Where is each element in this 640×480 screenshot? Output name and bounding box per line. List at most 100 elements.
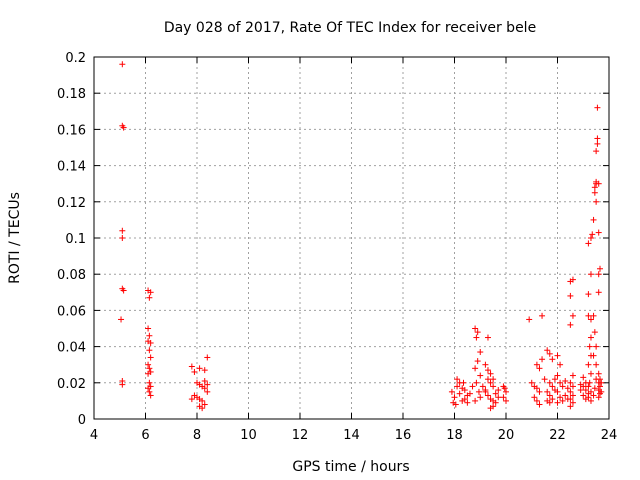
x-tick-label: 10 — [240, 428, 257, 443]
data-point — [501, 385, 508, 392]
plot-frame — [93, 56, 610, 420]
data-point — [528, 379, 535, 386]
data-point — [479, 383, 486, 390]
data-point — [549, 396, 556, 403]
data-point — [533, 397, 540, 404]
data-point — [544, 397, 551, 404]
data-points — [118, 61, 605, 412]
data-point — [580, 374, 587, 381]
data-point — [188, 363, 195, 370]
data-point — [594, 104, 601, 111]
data-point — [454, 383, 461, 390]
data-point — [595, 180, 602, 187]
data-point — [593, 343, 600, 350]
y-axis-label: ROTI / TECUs — [7, 192, 23, 284]
data-point — [473, 379, 480, 386]
data-point — [472, 365, 479, 372]
data-point — [554, 388, 561, 395]
data-point — [559, 383, 566, 390]
data-point — [546, 392, 553, 399]
data-point — [593, 148, 600, 155]
data-point — [585, 383, 592, 390]
y-tick-label: 0.18 — [57, 87, 86, 102]
data-point — [544, 347, 551, 354]
x-tick-label: 22 — [549, 428, 566, 443]
data-point — [145, 325, 152, 332]
x-tick-label: 20 — [498, 428, 515, 443]
data-point — [146, 379, 153, 386]
data-point — [554, 399, 561, 406]
y-tick-label: 0.14 — [57, 160, 86, 175]
data-point — [564, 385, 571, 392]
data-point — [503, 397, 509, 404]
data-point — [188, 396, 195, 403]
data-point — [546, 350, 553, 357]
data-point — [484, 367, 491, 374]
data-point — [569, 399, 576, 406]
axis-ticks: 4 6 8 10 12 14 16 18 20 22 24 0 0.02 0.04 0.06 0.08 0.1 0… — [57, 51, 617, 443]
data-point — [587, 370, 594, 377]
data-point — [590, 352, 597, 359]
data-point — [587, 316, 594, 323]
data-point — [201, 377, 208, 384]
data-point — [594, 140, 601, 147]
data-point — [147, 354, 154, 361]
data-point — [591, 329, 598, 336]
data-point — [549, 383, 556, 390]
data-point — [562, 377, 569, 384]
y-tick-label: 0 — [78, 413, 86, 428]
data-point — [589, 231, 596, 238]
data-point — [474, 358, 481, 365]
data-point — [562, 392, 569, 399]
y-tick-label: 0.02 — [57, 377, 86, 392]
data-point — [199, 405, 206, 412]
grid-lines — [94, 57, 609, 419]
data-point — [474, 329, 481, 336]
x-tick-label: 4 — [90, 428, 98, 443]
x-tick-label: 12 — [292, 428, 309, 443]
data-point — [119, 381, 126, 388]
data-point — [145, 370, 152, 377]
data-point — [567, 321, 574, 328]
data-point — [460, 379, 467, 386]
data-point — [191, 368, 198, 375]
data-point — [594, 135, 601, 142]
data-point — [146, 388, 153, 395]
data-point — [539, 356, 546, 363]
x-tick-label: 18 — [446, 428, 463, 443]
data-point — [595, 394, 602, 401]
chart-title: Day 028 of 2017, Rate Of TEC Index for r… — [164, 20, 536, 36]
data-point — [500, 394, 507, 401]
data-point — [118, 316, 125, 323]
data-point — [204, 354, 211, 361]
x-axis-label: GPS time / hours — [292, 459, 409, 475]
data-point — [596, 383, 603, 390]
data-point — [490, 383, 497, 390]
data-point — [146, 294, 153, 301]
data-point — [549, 356, 556, 363]
data-point — [536, 388, 543, 395]
data-point — [482, 388, 489, 395]
data-point — [461, 396, 468, 403]
data-point — [554, 372, 561, 379]
data-point — [451, 394, 458, 401]
y-tick-label: 0.12 — [57, 196, 86, 211]
data-point — [554, 352, 561, 359]
y-tick-label: 0.06 — [57, 304, 86, 319]
data-point — [147, 392, 154, 399]
data-point — [484, 334, 491, 341]
data-point — [580, 392, 587, 399]
data-point — [196, 365, 203, 372]
data-point — [593, 361, 600, 368]
data-point — [585, 312, 592, 319]
data-point — [595, 271, 602, 278]
data-point — [490, 376, 497, 383]
data-point — [539, 312, 546, 319]
data-point — [477, 372, 484, 379]
x-tick-label: 16 — [395, 428, 412, 443]
data-point — [484, 392, 491, 399]
data-point — [531, 394, 538, 401]
data-point — [590, 392, 597, 399]
data-point — [591, 385, 598, 392]
